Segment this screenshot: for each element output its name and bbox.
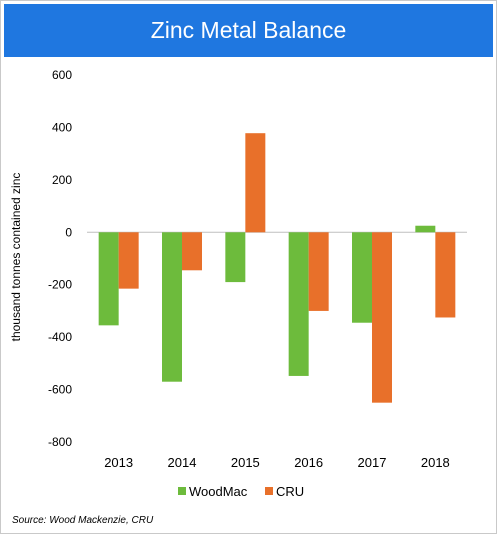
y-tick-label: -400 — [48, 330, 72, 344]
x-tick-label: 2013 — [104, 455, 133, 470]
chart-title-bar: Zinc Metal Balance — [4, 4, 493, 57]
legend-swatch-woodmac — [178, 487, 186, 495]
bar-woodmac-2018 — [415, 225, 436, 233]
legend-swatch-cru — [265, 487, 273, 495]
legend-label-woodmac: WoodMac — [189, 484, 248, 499]
y-tick-label: -600 — [48, 383, 72, 397]
x-tick-label: 2017 — [358, 455, 387, 470]
y-axis-ticks: 600 400 200 0 -200 -400 -600 -800 — [48, 68, 72, 449]
x-tick-label: 2015 — [231, 455, 260, 470]
bar-woodmac-2013 — [98, 232, 119, 326]
legend: WoodMac CRU — [178, 484, 304, 499]
bar-cru-2018 — [435, 232, 456, 318]
bar-woodmac-2015 — [225, 232, 246, 283]
bar-cru-2013 — [118, 232, 139, 289]
y-tick-label: -800 — [48, 435, 72, 449]
y-tick-label: -200 — [48, 278, 72, 292]
x-axis-ticks: 2013 2014 2015 2016 2017 2018 — [104, 455, 450, 470]
bars — [98, 133, 456, 403]
bar-cru-2017 — [372, 232, 392, 403]
bar-woodmac-2017 — [352, 232, 372, 323]
legend-label-cru: CRU — [276, 484, 304, 499]
x-tick-label: 2014 — [168, 455, 197, 470]
bar-woodmac-2014 — [162, 232, 182, 382]
y-tick-label: 200 — [52, 173, 72, 187]
bar-woodmac-2016 — [288, 232, 309, 376]
y-tick-label: 400 — [52, 120, 72, 134]
x-tick-label: 2016 — [294, 455, 323, 470]
y-tick-label: 0 — [65, 225, 72, 239]
y-axis-label: thousand tonnes contained zinc — [9, 173, 23, 342]
bar-cru-2016 — [308, 232, 329, 311]
bar-cru-2015 — [245, 133, 266, 233]
x-tick-label: 2018 — [421, 455, 450, 470]
bar-cru-2014 — [182, 232, 202, 271]
chart-title: Zinc Metal Balance — [150, 17, 347, 43]
y-tick-label: 600 — [52, 68, 72, 82]
source-note: Source: Wood Mackenzie, CRU — [12, 515, 154, 526]
